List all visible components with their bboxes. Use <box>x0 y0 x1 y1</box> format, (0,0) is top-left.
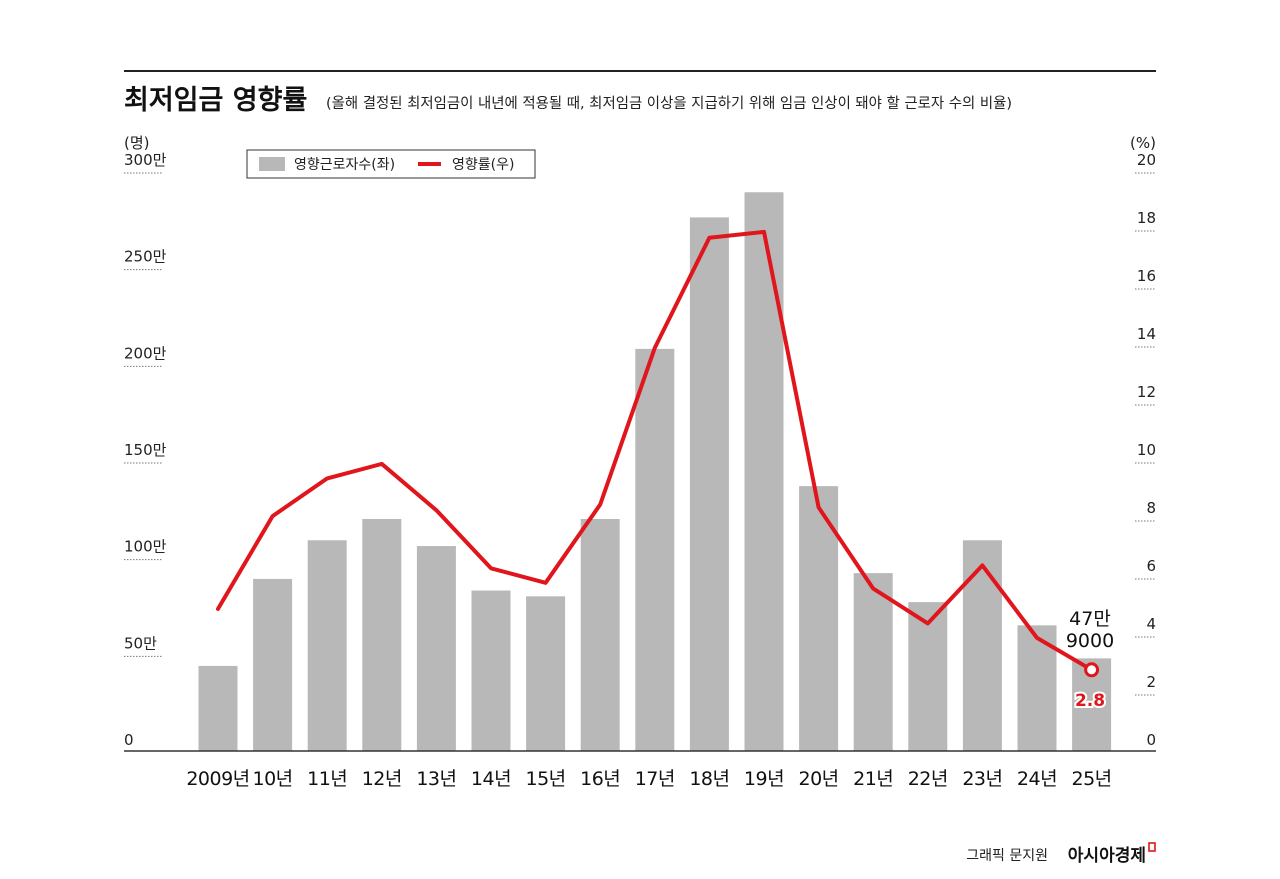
right-tick-label: 4 <box>1146 615 1156 633</box>
last-rate-label: 2.8 <box>1075 691 1105 711</box>
x-tick-label: 24년 <box>1017 768 1057 790</box>
bar <box>416 546 456 751</box>
x-tick-label: 22년 <box>908 768 948 790</box>
x-tick-label: 20년 <box>799 768 839 790</box>
left-axis-unit: (명) <box>124 134 150 152</box>
x-tick-label: 15년 <box>526 768 566 790</box>
x-tick-label: 21년 <box>853 768 893 790</box>
x-tick-label: 19년 <box>744 768 784 790</box>
legend-bar-label: 영향근로자수(좌) <box>294 157 395 173</box>
bar <box>198 665 238 751</box>
left-tick-label: 0 <box>124 731 134 749</box>
bar <box>744 192 784 751</box>
right-tick-label: 2 <box>1146 673 1156 691</box>
x-tick-label: 2009년 <box>186 768 249 790</box>
right-tick-label: 6 <box>1146 557 1156 575</box>
bar <box>853 573 893 751</box>
right-tick-label: 18 <box>1137 209 1156 227</box>
x-tick-label: 17년 <box>635 768 675 790</box>
x-tick-label: 14년 <box>471 768 511 790</box>
x-tick-label: 16년 <box>580 768 620 790</box>
x-tick-label: 13년 <box>416 768 456 790</box>
chart-subtitle: (올해 결정된 최저임금이 내년에 적용될 때, 최저임금 이상을 지급하기 위… <box>326 95 1012 112</box>
graphic-credit: 그래픽 문지원 <box>966 848 1048 864</box>
bar <box>362 519 402 751</box>
left-tick-label: 200만 <box>124 344 167 362</box>
bar-series <box>198 192 1112 751</box>
x-tick-label: 23년 <box>962 768 1002 790</box>
right-tick-label: 20 <box>1137 151 1156 169</box>
rate-line-series <box>216 229 1100 678</box>
last-bar-value-line2: 9000 <box>1066 630 1114 652</box>
rate-point-last <box>1084 662 1100 678</box>
legend-line-label: 영향률(우) <box>452 157 514 173</box>
right-tick-label: 14 <box>1137 325 1156 343</box>
bar <box>253 578 293 751</box>
left-tick-label: 300만 <box>124 151 167 169</box>
bar <box>526 596 566 751</box>
left-tick-label: 150만 <box>124 441 167 459</box>
left-tick-label: 250만 <box>124 248 167 266</box>
left-tick-label: 50만 <box>124 634 157 652</box>
legend: 영향근로자수(좌) 영향률(우) <box>246 149 536 179</box>
bar <box>580 519 620 751</box>
x-tick-label: 12년 <box>362 768 402 790</box>
bar <box>962 540 1002 751</box>
bar <box>471 590 511 751</box>
bar <box>635 348 675 751</box>
x-tick-label: 11년 <box>307 768 347 790</box>
x-axis-ticks: 2009년 10년 11년 12년 13년 14년 15년 16년 17년 18년 19년 20년 21… <box>186 768 1112 790</box>
right-tick-label: 12 <box>1137 383 1156 401</box>
left-axis-ticks: 0 50만 100만 150만 200만 250만 300만 <box>124 151 167 749</box>
bar <box>307 540 347 751</box>
x-tick-label: 10년 <box>253 768 293 790</box>
right-axis-ticks: 0 2 4 6 8 10 12 14 16 18 20 <box>1135 151 1156 749</box>
bar <box>908 602 948 751</box>
x-tick-label: 18년 <box>689 768 729 790</box>
right-tick-label: 0 <box>1146 731 1156 749</box>
publisher-logo: 아시아경제 <box>1068 846 1146 866</box>
last-bar-value-line1: 47만 <box>1069 608 1111 630</box>
x-tick-label: 25년 <box>1072 768 1112 790</box>
bar <box>689 217 729 751</box>
right-axis-unit: (%) <box>1130 134 1156 152</box>
right-tick-label: 10 <box>1137 441 1156 459</box>
legend-bar-swatch <box>259 157 285 171</box>
chart-title: 최저임금 영향률 <box>124 85 307 116</box>
right-tick-label: 16 <box>1137 267 1156 285</box>
logo-mark-icon <box>1148 842 1156 852</box>
right-tick-label: 8 <box>1146 499 1156 517</box>
left-tick-label: 100만 <box>124 538 167 556</box>
legend-box <box>246 149 536 179</box>
